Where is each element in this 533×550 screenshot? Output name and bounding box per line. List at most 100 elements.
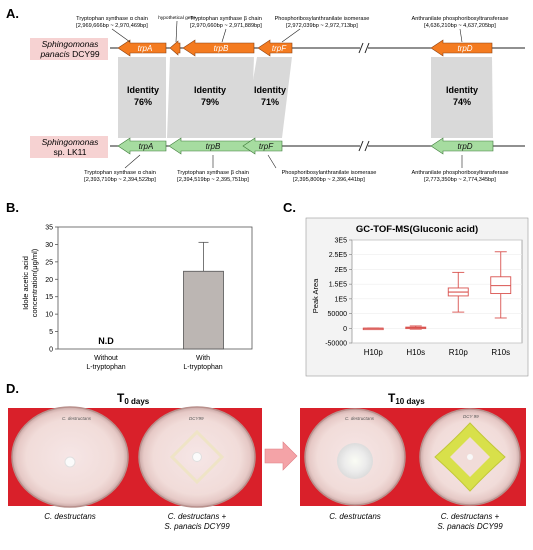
fungal-inoculum [467,454,473,460]
gene-desc-trpA-bottom: Tryptophan synthase α chain [84,170,156,176]
c-xtick-label: R10p [449,348,469,357]
b-xtick-label: Without [94,355,118,362]
top-strain-species: panacis DCY99 [39,49,99,59]
b-ytick-label: 10 [45,312,53,319]
gene-coords-trpA-top: [2,969,666bp ~ 2,970,469bp] [76,23,148,29]
gene-coords-trpF-bottom: [2,395,800bp ~ 2,396,441bp] [293,177,365,183]
identity-band-trpF [243,57,292,138]
b-ytick-label: 15 [45,294,53,301]
c-ytick-label: -50000 [325,341,347,348]
d-time-label-right: T10 days [388,391,425,406]
identity-value: 76% [134,97,152,107]
gene-desc-trpA-top: Tryptophan synthase α chain [76,16,148,22]
b-y-axis: 0 5 10 15 20 25 30 35 [45,225,58,354]
identity-label: Identity [254,85,286,95]
top-gene-arrows [117,39,493,57]
gene-arrow-trpD-top [430,39,493,57]
gene-coords-trpD-top: [4,636,210bp ~ 4,637,205bp] [424,23,496,29]
panel-a: A. Identity 76% Identity 79% Identity 71… [6,6,525,183]
gene-arrow-trpA-top [117,39,167,57]
b-ylabel-line1: Idole acetic acid [21,256,30,310]
panel-d-label: D. [6,381,19,396]
b-xtick-label: L-tryptophan [86,364,125,371]
d-caption: C. destructans [44,512,96,521]
c-chart-title: GC-TOF-MS(Gluconic acid) [356,224,478,235]
bottom-strain-box [30,136,108,158]
d-photo-t0: C. destructans DCY99 [8,406,262,508]
d-caption: C. destructans + [441,512,500,521]
fungal-inoculum [64,456,76,468]
identity-value: 74% [453,97,471,107]
c-ytick-label: 0 [343,326,347,333]
b-plot-frame [57,226,253,350]
top-strain-name: Sphingomonas [42,39,99,49]
bottom-break-mark [358,140,370,152]
identity-value: 71% [261,97,279,107]
identity-label: Identity [194,85,226,95]
gene-coords-trpB-bottom: [2,394,519bp ~ 2,395,751bp] [177,177,249,183]
gene-coords-trpA-bottom: [2,393,710bp ~ 2,394,522bp] [84,177,156,183]
gene-name-trpD-bottom: trpD [457,142,472,151]
b-ytick-label: 5 [49,329,53,336]
gene-desc-trpF-bottom: Phosphoribosylanthranilate isomerase [282,170,377,176]
d-caption: S. panacis DCY99 [437,522,503,531]
panel-c-label: C. [283,200,296,215]
c-boxes [362,251,512,331]
d-photo-t10: C. destructans DCY 99 [300,408,526,506]
gene-arrow-trpB-top [182,39,255,57]
c-xtick-label: R10s [491,348,510,357]
top-strain-box [30,38,108,60]
gene-arrow-trpA-bottom [117,137,167,155]
gene-name-trpB-bottom: trpB [206,142,221,151]
gene-name-trpF-bottom: trpF [259,142,274,151]
gene-name-trpA-top: trpA [138,44,153,53]
c-ytick-label: 1E5 [335,296,348,303]
c-y-axis: -50000 0 50000 1E5 1.5E5 2E5 2.5E5 3E5 [325,238,522,348]
gene-arrow-trpD-bottom [430,137,494,155]
identity-label: Identity [127,85,159,95]
c-ytick-label: 3E5 [335,238,348,245]
gene-desc-trpB-top: Tryptophan synthase β chain [190,16,262,22]
fungal-colony [337,443,373,479]
b-xtick-label: L-tryptophan [183,364,222,371]
plate-handwritten-label: DCY 99 [463,414,479,419]
b-nd-annotation: N.D [98,336,114,346]
gene-desc-trpD-top: Anthranilate phosphoribosyltransferase [411,16,508,22]
identity-bands [118,57,493,138]
bottom-strain-name: Sphingomonas [42,137,99,147]
c-xtick-label: H10s [406,348,425,357]
b-ytick-label: 0 [49,347,53,354]
b-ytick-label: 35 [45,225,53,232]
plate-handwritten-label: C. destructans [62,416,92,421]
panel-b-label: B. [6,200,19,215]
b-ylabel-line2: concentration(μg/ml) [30,248,39,317]
bottom-gene-arrows [117,137,494,155]
c-ytick-label: 2.5E5 [329,252,347,259]
b-bar [183,270,224,350]
d-caption: S. panacis DCY99 [164,522,230,531]
gene-arrow-trpF-top [257,39,293,57]
d-caption: C. destructans + [168,512,227,521]
gene-coords-trpD-bottom: [2,773,350bp ~ 2,774,345bp] [424,177,496,183]
gene-name-trpB-top: trpB [214,44,229,53]
gene-desc-trpD-bottom: Anthranilate phosphoribosyltransferase [411,170,508,176]
d-time-label-left: T0 days [117,391,150,406]
time-arrow [264,441,298,471]
plate-handwritten-label: DCY99 [189,416,204,421]
c-xtick-label: H10p [364,348,384,357]
plate-handwritten-label: C. destructans [345,416,375,421]
gene-desc-hypothetical: hypothetical gene [158,15,196,21]
gene-name-trpA-bottom: trpA [139,142,154,151]
b-ytick-label: 20 [45,277,53,284]
fungal-inoculum [192,452,202,462]
gene-coords-trpB-top: [2,970,660bp ~ 2,971,889bp] [190,23,262,29]
bottom-leader-lines [124,154,463,169]
b-bars [183,241,224,350]
b-xtick-label: With [196,355,210,362]
gene-arrow-trpF-bottom [242,137,283,155]
identity-band-trpD [431,57,493,138]
panel-a-label: A. [6,6,19,21]
c-ylabel: Peak Area [311,278,320,313]
c-x-axis: H10p H10s R10p R10s [364,348,510,357]
